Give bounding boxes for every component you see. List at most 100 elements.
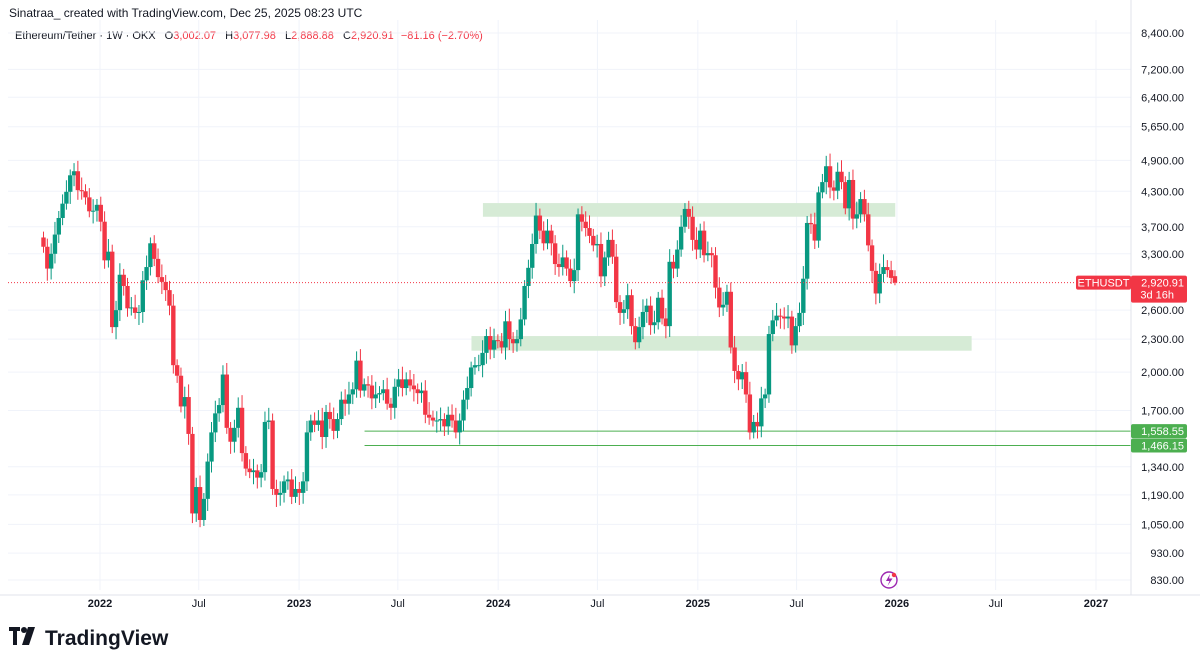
candle-body[interactable]	[705, 253, 711, 256]
candle-body[interactable]	[843, 182, 848, 209]
candle-body[interactable]	[491, 340, 497, 350]
candle-body[interactable]	[369, 385, 375, 399]
candle-body[interactable]	[171, 305, 176, 366]
candle-body[interactable]	[839, 171, 844, 183]
candle-body[interactable]	[770, 320, 775, 335]
candle-body[interactable]	[591, 235, 596, 246]
candle-body[interactable]	[587, 228, 592, 236]
candle-body[interactable]	[94, 204, 100, 211]
candle-body[interactable]	[106, 251, 111, 261]
price-zone[interactable]	[471, 336, 972, 351]
candle-body[interactable]	[110, 251, 115, 328]
candle-body[interactable]	[339, 399, 344, 420]
candle-body[interactable]	[682, 208, 688, 227]
candle-body[interactable]	[480, 352, 485, 366]
candle-body[interactable]	[636, 327, 642, 343]
candle-body[interactable]	[564, 257, 569, 269]
candle-body[interactable]	[663, 318, 669, 327]
candle-body[interactable]	[472, 365, 478, 368]
candle-body[interactable]	[572, 270, 577, 282]
candle-body[interactable]	[297, 488, 302, 493]
candle-body[interactable]	[186, 397, 191, 434]
candle-body[interactable]	[888, 270, 894, 278]
candle-body[interactable]	[808, 222, 814, 225]
candle-body[interactable]	[121, 274, 126, 286]
candle-body[interactable]	[98, 204, 103, 222]
candle-body[interactable]	[205, 461, 210, 499]
candle-body[interactable]	[316, 420, 321, 425]
candle-body[interactable]	[308, 420, 313, 433]
candle-body[interactable]	[411, 385, 417, 390]
candle-body[interactable]	[243, 453, 249, 469]
candle-body[interactable]	[262, 421, 268, 473]
candle-body[interactable]	[327, 411, 333, 420]
candle-body[interactable]	[342, 399, 348, 404]
candle-body[interactable]	[140, 280, 145, 312]
candle-body[interactable]	[266, 420, 271, 422]
candle-body[interactable]	[671, 261, 676, 269]
candle-body[interactable]	[869, 245, 875, 271]
candle-body[interactable]	[766, 334, 772, 395]
candle-body[interactable]	[446, 414, 451, 427]
candle-body[interactable]	[148, 243, 153, 268]
candle-body[interactable]	[209, 432, 214, 462]
candle-body[interactable]	[247, 468, 252, 473]
candle-body[interactable]	[354, 360, 359, 390]
candle-body[interactable]	[320, 420, 325, 438]
candle-body[interactable]	[423, 390, 428, 415]
candle-body[interactable]	[407, 379, 413, 386]
candle-body[interactable]	[678, 226, 684, 250]
candle-body[interactable]	[724, 291, 730, 305]
candle-body[interactable]	[362, 384, 367, 391]
candle-body[interactable]	[728, 291, 733, 348]
candle-body[interactable]	[526, 267, 531, 286]
candle-body[interactable]	[629, 295, 634, 327]
candle-body[interactable]	[625, 295, 630, 310]
candle-body[interactable]	[824, 166, 829, 183]
candle-body[interactable]	[686, 208, 691, 217]
candle-body[interactable]	[476, 365, 481, 367]
candle-body[interactable]	[79, 190, 84, 192]
candle-body[interactable]	[866, 214, 871, 246]
candle-body[interactable]	[358, 360, 363, 391]
candle-body[interactable]	[392, 386, 397, 408]
candle-body[interactable]	[610, 239, 615, 257]
candle-body[interactable]	[545, 230, 550, 244]
candle-body[interactable]	[381, 389, 386, 394]
candle-body[interactable]	[782, 316, 787, 319]
candle-body[interactable]	[877, 273, 882, 294]
candle-body[interactable]	[75, 171, 81, 191]
candle-body[interactable]	[713, 255, 718, 288]
candle-body[interactable]	[850, 179, 856, 219]
candle-body[interactable]	[255, 470, 260, 478]
candle-body[interactable]	[274, 488, 279, 495]
candle-body[interactable]	[648, 305, 653, 326]
candle-body[interactable]	[83, 191, 88, 198]
candle-body[interactable]	[594, 243, 600, 246]
candle-body[interactable]	[41, 237, 46, 247]
candle-body[interactable]	[835, 171, 840, 191]
candle-body[interactable]	[388, 403, 394, 408]
candle-body[interactable]	[541, 230, 546, 244]
candle-body[interactable]	[575, 214, 581, 271]
candle-body[interactable]	[510, 339, 516, 344]
candle-body[interactable]	[415, 389, 420, 394]
candle-body[interactable]	[762, 394, 768, 399]
candle-body[interactable]	[533, 215, 539, 244]
candle-body[interactable]	[278, 492, 283, 495]
candle-body[interactable]	[633, 326, 638, 343]
candle-body[interactable]	[236, 407, 241, 428]
candle-body[interactable]	[747, 394, 753, 433]
candle-body[interactable]	[52, 234, 58, 254]
candle-body[interactable]	[201, 498, 207, 520]
candle-body[interactable]	[484, 336, 489, 353]
candle-body[interactable]	[396, 379, 401, 387]
candle-body[interactable]	[457, 420, 462, 433]
candle-body[interactable]	[549, 230, 554, 244]
candle-body[interactable]	[675, 249, 680, 269]
candle-body[interactable]	[709, 253, 714, 256]
candle-body[interactable]	[507, 321, 512, 340]
candle-body[interactable]	[659, 297, 665, 319]
candle-body[interactable]	[216, 405, 222, 414]
candle-body[interactable]	[312, 420, 317, 425]
